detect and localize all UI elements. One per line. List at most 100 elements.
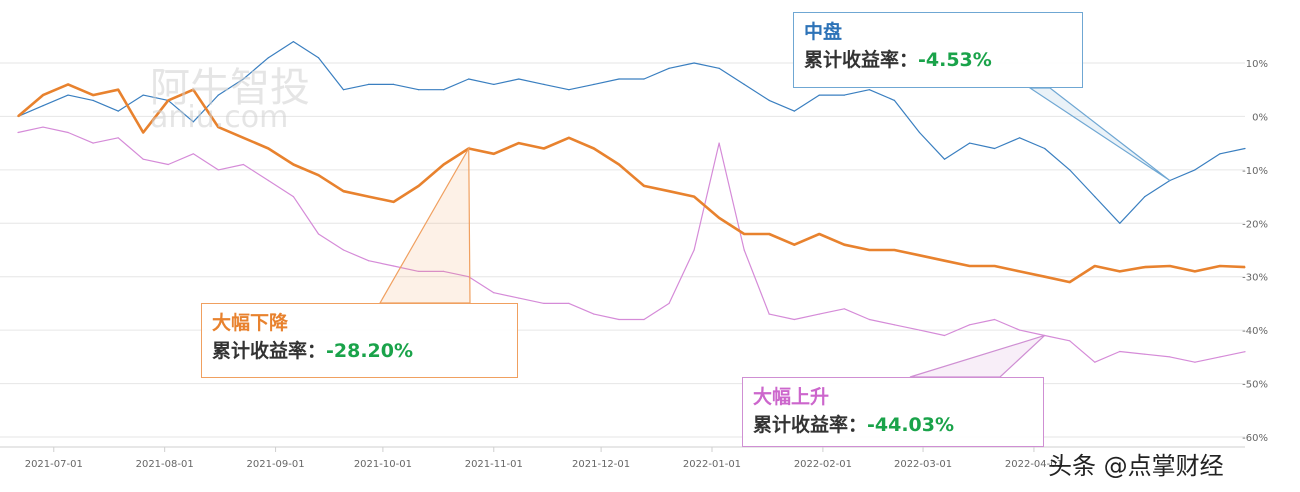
data-point bbox=[267, 179, 269, 182]
data-point bbox=[893, 249, 896, 251]
data-point bbox=[17, 115, 19, 117]
data-point bbox=[1144, 266, 1146, 268]
x-tick-label: 2021-10-01 bbox=[354, 459, 412, 470]
x-tick-label: 2021-09-01 bbox=[247, 459, 305, 470]
data-point bbox=[1019, 137, 1021, 139]
x-tick-label: 2022-02-01 bbox=[794, 459, 852, 470]
callout-series-name: 大幅上升 bbox=[753, 386, 830, 408]
data-point bbox=[42, 94, 44, 96]
data-point bbox=[1244, 147, 1246, 150]
data-point bbox=[67, 94, 69, 96]
data-point bbox=[718, 67, 720, 69]
callout-return-label: 累计收益率： bbox=[212, 340, 327, 362]
data-point bbox=[718, 217, 720, 219]
y-tick-label: -40% bbox=[1242, 326, 1268, 337]
background-logo: 阿牛智投 bbox=[150, 65, 310, 111]
data-point bbox=[92, 99, 94, 101]
callout-return-label: 累计收益率： bbox=[804, 49, 919, 71]
data-point bbox=[1194, 361, 1196, 363]
data-point bbox=[468, 276, 470, 278]
data-point bbox=[668, 302, 670, 304]
data-point bbox=[718, 142, 720, 144]
x-tick-label: 2021-07-01 bbox=[25, 459, 83, 470]
leader-mid bbox=[1028, 87, 1171, 182]
data-point bbox=[969, 324, 971, 326]
data-point bbox=[543, 83, 545, 85]
data-point bbox=[317, 233, 320, 235]
data-point bbox=[1094, 196, 1096, 198]
data-point bbox=[994, 318, 996, 321]
x-axis: 2021-07-01 2021-08-01 2021-09-01 2021-10-01… bbox=[0, 446, 1245, 470]
data-point bbox=[768, 233, 770, 235]
data-point bbox=[468, 78, 470, 80]
data-point bbox=[443, 89, 445, 91]
callout-mid-cap: 中盘 累计收益率：-4.53% bbox=[793, 12, 1083, 88]
y-tick-label: -60% bbox=[1242, 433, 1268, 444]
x-tick-label: 2021-11-01 bbox=[465, 459, 523, 470]
leader-up bbox=[909, 334, 1046, 378]
background-logo-sub: aniu.com bbox=[150, 100, 289, 135]
data-point bbox=[317, 174, 320, 176]
data-point bbox=[893, 99, 896, 101]
data-point bbox=[217, 169, 219, 171]
data-point bbox=[969, 142, 971, 144]
y-tick-label: -50% bbox=[1242, 380, 1268, 391]
data-point bbox=[918, 329, 921, 331]
callout-return-label: 累计收益率： bbox=[753, 414, 868, 436]
data-point bbox=[818, 313, 820, 315]
data-point bbox=[42, 126, 44, 128]
data-point bbox=[693, 196, 695, 198]
data-point bbox=[292, 41, 294, 43]
data-point bbox=[67, 131, 69, 134]
x-tick-label: 2022-01-01 bbox=[683, 459, 741, 470]
data-point bbox=[1069, 340, 1071, 342]
data-point bbox=[868, 249, 871, 251]
data-point bbox=[643, 318, 645, 321]
data-point bbox=[818, 94, 820, 96]
data-point bbox=[368, 83, 370, 85]
callout-series-name: 大幅下降 bbox=[212, 312, 289, 334]
data-point bbox=[618, 318, 620, 321]
data-point bbox=[943, 260, 946, 262]
data-point bbox=[918, 131, 921, 134]
data-point bbox=[518, 297, 520, 299]
data-point bbox=[618, 78, 620, 80]
data-point bbox=[568, 302, 570, 304]
data-point bbox=[493, 153, 495, 155]
data-point bbox=[893, 324, 896, 326]
data-point bbox=[1219, 153, 1221, 155]
data-point bbox=[994, 147, 996, 150]
data-point bbox=[1094, 361, 1096, 363]
x-tick-label: 2022-04-01 bbox=[1005, 459, 1063, 470]
data-point bbox=[1019, 270, 1021, 272]
data-point bbox=[393, 201, 395, 203]
data-point bbox=[518, 78, 520, 80]
data-point bbox=[969, 265, 971, 267]
series-line-2 bbox=[17, 126, 1246, 363]
x-tick-label: 2022-03-01 bbox=[894, 459, 952, 470]
callout-return-value: -44.03% bbox=[867, 414, 955, 436]
leader-down bbox=[378, 146, 471, 304]
data-point bbox=[918, 254, 921, 256]
series-line-1 bbox=[17, 83, 1246, 284]
y-tick-label: 0% bbox=[1252, 112, 1268, 123]
data-point bbox=[1119, 350, 1121, 353]
series-lines bbox=[17, 40, 1246, 363]
data-point bbox=[242, 78, 244, 80]
data-point bbox=[1069, 281, 1071, 283]
data-point bbox=[393, 83, 395, 85]
data-point bbox=[693, 62, 695, 64]
data-point bbox=[167, 99, 169, 101]
data-point bbox=[668, 67, 670, 69]
data-point bbox=[1219, 265, 1221, 267]
data-point bbox=[42, 105, 44, 107]
data-point bbox=[868, 318, 871, 321]
data-point bbox=[593, 313, 595, 315]
data-point bbox=[142, 131, 144, 134]
data-point bbox=[1194, 169, 1196, 171]
callout-large-decline: 大幅下降 累计收益率：-28.20% bbox=[201, 303, 518, 378]
data-point bbox=[843, 94, 845, 96]
data-point bbox=[393, 265, 395, 267]
data-point bbox=[67, 83, 69, 85]
data-point bbox=[1244, 351, 1246, 353]
